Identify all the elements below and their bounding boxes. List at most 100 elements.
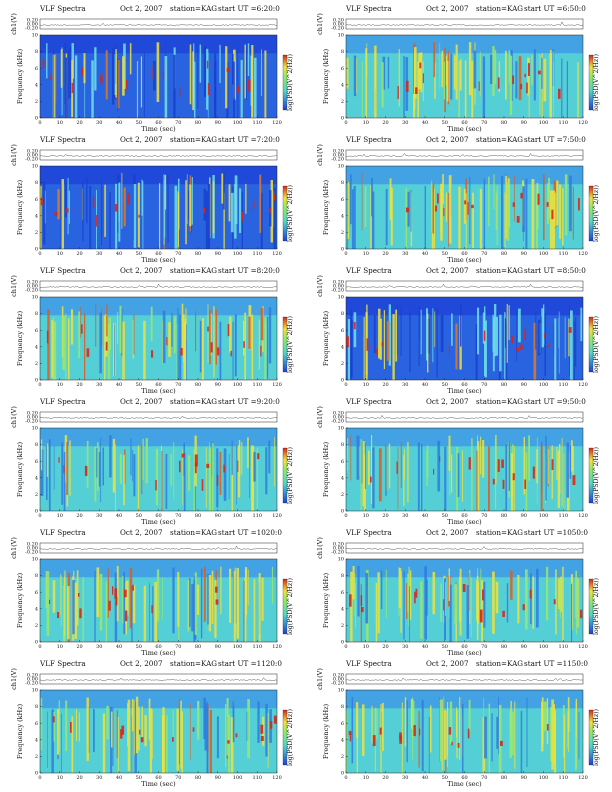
- spectrogram-stripe: [144, 715, 147, 747]
- y-tick-label: 0: [341, 640, 344, 646]
- spectrogram-stripe: [199, 44, 202, 83]
- spectrogram-hotspot: [443, 599, 445, 611]
- spectrogram-hotspot: [230, 350, 232, 357]
- ch-tick-label: 0.00: [333, 546, 344, 552]
- time-axis-label: Time (sec): [141, 256, 176, 264]
- spectrogram-stripe: [45, 571, 47, 608]
- spectrogram-stripe: [192, 51, 194, 111]
- spectrogram-stripe: [67, 318, 70, 380]
- x-tick-label: 30: [96, 120, 102, 126]
- spectrogram-stripe: [518, 56, 522, 101]
- x-tick-label: 30: [402, 382, 408, 388]
- x-tick-label: 60: [461, 644, 467, 650]
- spectrogram-panel: VLF Spectra Oct 2, 2007 station=KAG start U…: [0, 2, 296, 133]
- spectrogram-stripe: [46, 43, 48, 79]
- x-tick-label: 80: [195, 513, 201, 519]
- ch-tick-label: -0.20: [25, 681, 38, 687]
- spectrogram-hotspot: [201, 479, 204, 491]
- y-tick-label: 10: [338, 295, 344, 301]
- panel-title: VLF Spectra: [39, 397, 86, 406]
- waveform-line: [345, 677, 584, 681]
- spectrogram-stripe: [351, 697, 354, 764]
- spectrogram-stripe: [418, 314, 420, 366]
- waveform-line: [40, 22, 278, 26]
- spectrogram-hotspot: [65, 208, 69, 213]
- panel-station: station=KAG: [476, 528, 523, 537]
- spectrogram-stripe: [170, 454, 173, 486]
- ch-tick-label: 0.20: [27, 411, 38, 417]
- spectrogram-stripe: [194, 61, 196, 118]
- spectrogram-stripe: [105, 581, 108, 642]
- x-tick-label: 10: [57, 513, 63, 519]
- spectrogram-stripe: [492, 314, 494, 352]
- spectrogram-stripe: [448, 175, 452, 244]
- spectrogram-stripe: [71, 716, 74, 773]
- x-tick-label: 20: [76, 513, 82, 519]
- y-tick-label: 2: [35, 99, 38, 105]
- spectrogram-stripe: [569, 175, 572, 232]
- y-tick-label: 0: [341, 509, 344, 515]
- colorbar-label: log(PSD(V^2/Hz)): [593, 578, 600, 635]
- spectrogram-stripe: [133, 184, 137, 248]
- spectrogram-stripe: [544, 313, 546, 377]
- spectrogram-stripe: [417, 442, 420, 511]
- x-tick-label: 120: [272, 251, 282, 257]
- spectrogram-stripe: [535, 192, 538, 249]
- spectrogram-hotspot: [179, 87, 181, 97]
- spectrogram-stripe: [63, 451, 66, 511]
- spectrogram-stripe: [479, 188, 482, 249]
- spectrogram-hotspot: [551, 459, 554, 470]
- spectrogram-stripe: [251, 445, 254, 511]
- spectrogram-hotspot: [237, 460, 239, 473]
- x-tick-label: 20: [76, 251, 82, 257]
- spectrogram-hotspot: [248, 79, 251, 92]
- ch-tick-label: 0.20: [27, 149, 38, 155]
- x-tick-label: 120: [578, 251, 588, 257]
- spectrogram-stripe: [119, 454, 122, 484]
- x-tick-label: 30: [96, 513, 102, 519]
- panel-title: VLF Spectra: [345, 266, 392, 275]
- spectrogram-stripe: [188, 190, 190, 221]
- spectrogram-stripe: [424, 185, 426, 249]
- x-tick-label: 60: [155, 775, 161, 781]
- spectrogram-stripe: [226, 698, 229, 756]
- spectrogram-stripe: [356, 435, 360, 480]
- spectrogram-stripe: [262, 716, 265, 746]
- spectrogram-hotspot: [397, 86, 399, 99]
- x-tick-label: 10: [57, 775, 63, 781]
- spectrogram-stripe: [107, 323, 111, 380]
- ch-tick-label: 0.00: [333, 677, 344, 683]
- spectrogram-stripe: [123, 187, 126, 227]
- spectrogram-stripe: [527, 57, 530, 96]
- spectrogram-hotspot: [437, 193, 439, 204]
- spectrogram-stripe: [388, 443, 391, 489]
- x-tick-label: 70: [481, 382, 487, 388]
- x-tick-label: 60: [155, 644, 161, 650]
- x-tick-label: 90: [521, 120, 527, 126]
- spectrogram-stripe: [508, 441, 510, 491]
- x-tick-label: 50: [442, 775, 448, 781]
- x-tick-label: 40: [422, 382, 428, 388]
- frequency-axis-label: Frequency (kHz): [16, 310, 24, 366]
- spectrogram-stripe: [466, 585, 469, 639]
- spectrogram-stripe: [193, 449, 195, 511]
- spectrogram-stripe: [166, 715, 168, 773]
- spectrogram-stripe: [194, 572, 197, 635]
- spectrogram-stripe: [440, 314, 444, 352]
- y-tick-label: 0: [341, 771, 344, 777]
- x-tick-label: 60: [461, 251, 467, 257]
- spectrogram-stripe: [476, 450, 478, 511]
- spectrogram-stripe: [41, 439, 43, 471]
- colorbar-label: log(PSD(V^2/Hz)): [593, 316, 600, 373]
- spectrogram-stripe: [564, 715, 566, 773]
- spectrogram-stripe: [442, 174, 444, 205]
- x-tick-label: 110: [252, 775, 262, 781]
- spectrogram-stripe: [247, 43, 250, 76]
- spectrogram-stripe: [371, 178, 373, 217]
- waveform-frame: [39, 280, 278, 292]
- spectrogram-stripe: [517, 575, 520, 624]
- spectrogram-stripe: [156, 569, 160, 622]
- x-tick-label: 0: [344, 775, 347, 781]
- spectrogram-stripe: [206, 706, 209, 773]
- spectrogram-stripe: [205, 191, 208, 249]
